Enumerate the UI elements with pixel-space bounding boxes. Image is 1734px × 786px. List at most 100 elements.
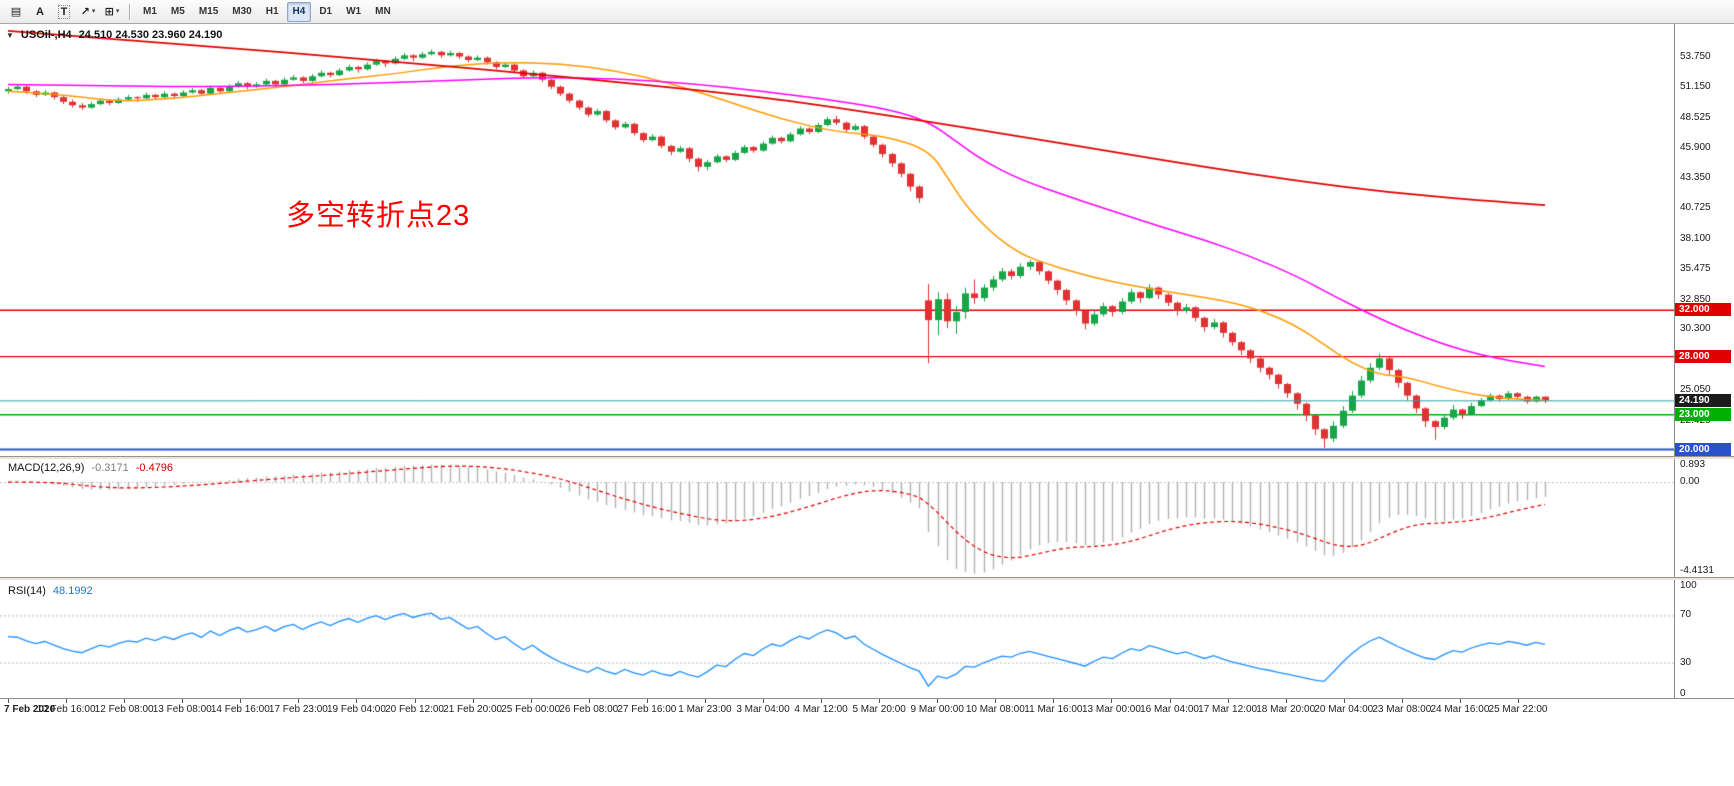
time-label: 16 Mar 04:00 (1140, 704, 1199, 715)
time-label: 19 Feb 04:00 (326, 704, 386, 715)
price-tick-label: 25.050 (1680, 384, 1711, 396)
time-tick (937, 699, 939, 703)
time-label: 17 Mar 12:00 (1198, 704, 1258, 715)
price-tick-label: 48.525 (1680, 111, 1711, 123)
price-tag-28.000: 28.000 (1675, 349, 1731, 363)
shapes-dropdown[interactable]: ⊞ ▾ (101, 1, 123, 21)
timeframe-mn-button[interactable]: MN (375, 6, 391, 18)
timeframe-m1-button[interactable]: M1 (143, 6, 157, 18)
symbol-info-line: ▼ USOil-,H4 24.510 24.530 23.960 24.190 (6, 29, 222, 41)
shapes-dropdown-glyph: ⊞ (104, 5, 114, 18)
time-tick (1169, 699, 1171, 703)
time-tick (472, 699, 474, 703)
rsi-axis-label: 100 (1680, 580, 1697, 591)
time-axis[interactable]: 7 Feb 2020 10 Feb 16:00 12 Feb 08:00 13 Feb… (0, 698, 1734, 716)
price-tag-23.000: 23.000 (1675, 407, 1731, 421)
timeframe-h4-button[interactable]: H4 (286, 1, 312, 22)
price-tag-24.190: 24.190 (1675, 393, 1731, 407)
chevron-down-icon[interactable]: ▼ (6, 30, 14, 40)
time-tick (8, 699, 9, 703)
panel-splitter-rsi[interactable] (0, 577, 1734, 580)
price-tick-label: 43.350 (1680, 171, 1711, 183)
time-tick (821, 699, 823, 703)
toolbar-left-tools: ▤ A T ↗ ▾ ⊞ ▾ (4, 1, 124, 22)
price-tag-20.000: 20.000 (1675, 442, 1731, 456)
time-tick (704, 699, 706, 703)
price-tick-label: 35.475 (1680, 263, 1711, 275)
ohlc-values: 24.510 24.530 23.960 24.190 (78, 29, 223, 41)
main-chart-canvas[interactable] (0, 24, 1674, 456)
text-box-tool[interactable]: T (53, 2, 75, 22)
time-tick (646, 699, 648, 703)
text-label-tool[interactable]: A (29, 2, 51, 22)
price-tick-label: 53.750 (1680, 51, 1711, 63)
price-tick-label: 30.300 (1680, 323, 1711, 335)
price-tick-label: 38.100 (1680, 232, 1711, 244)
macd-axis-label: 0.00 (1680, 476, 1700, 488)
timeframe-h1-button[interactable]: H1 (265, 6, 279, 18)
charts-grid-icon[interactable]: ▤ (5, 1, 27, 21)
panel-splitter-macd[interactable] (0, 456, 1734, 459)
timeframe-w1-button[interactable]: W1 (346, 6, 362, 18)
macd-axis-label: -4.4131 (1680, 565, 1714, 576)
timeframe-m15-button[interactable]: M15 (198, 6, 219, 18)
time-label: 27 Feb 16:00 (617, 704, 677, 715)
time-label: 7 Feb 2020 (4, 704, 56, 715)
time-label: 17 Feb 23:00 (268, 704, 328, 715)
timeframe-m5-button[interactable]: M5 (170, 6, 185, 18)
rsi-label-line: RSI(14) 48.1992 (8, 585, 93, 597)
time-tick (66, 699, 68, 703)
timeframe-d1-button[interactable]: D1 (319, 6, 333, 18)
macd-panel-canvas[interactable] (0, 459, 1674, 577)
time-label: 5 Mar 20:00 (852, 704, 906, 715)
timeframe-m30-button[interactable]: M30 (232, 6, 252, 18)
time-label: 12 Feb 08:00 (94, 704, 154, 715)
macd-signal-value: -0.4796 (135, 462, 174, 474)
arrow-objects-dropdown[interactable]: ↗ ▾ (77, 1, 99, 21)
time-label: 20 Feb 12:00 (385, 704, 444, 715)
price-tick-label: 45.900 (1680, 142, 1711, 154)
time-label: 10 Feb 16:00 (36, 704, 96, 715)
price-tick-label: 32.850 (1680, 293, 1711, 305)
toolbar: ▤ A T ↗ ▾ ⊞ ▾ M1 M5 M15 M30 H1 H4 D1 W1 MN (0, 0, 1734, 24)
text-label-tool-glyph: A (36, 5, 44, 18)
time-label: 3 Mar 04:00 (736, 704, 790, 715)
time-tick (356, 699, 358, 703)
time-tick (1053, 699, 1055, 703)
time-tick (588, 699, 590, 703)
chevron-down-icon: ▾ (115, 8, 120, 16)
time-tick (240, 699, 242, 703)
time-tick (995, 699, 997, 703)
time-tick (1459, 699, 1461, 703)
macd-main-value: -0.3171 (91, 462, 129, 474)
time-tick (414, 699, 416, 703)
time-tick (124, 699, 126, 703)
rsi-name: RSI(14) (8, 585, 46, 597)
price-tick-label: 51.150 (1680, 81, 1711, 93)
time-tick (763, 699, 764, 703)
time-tick (879, 699, 881, 703)
time-tick (182, 699, 184, 703)
chart-annotation-text[interactable]: 多空转折点23 (286, 200, 471, 232)
rsi-panel-canvas[interactable] (0, 580, 1674, 698)
time-tick (1111, 699, 1113, 703)
time-label: 10 Mar 08:00 (965, 704, 1025, 715)
rsi-value: 48.1992 (52, 585, 93, 597)
arrow-objects-dropdown-glyph: ↗ (80, 5, 90, 18)
chevron-down-icon: ▾ (91, 8, 96, 16)
time-tick (1518, 699, 1519, 703)
toolbar-separator (129, 3, 131, 20)
time-tick (1285, 699, 1287, 703)
macd-name: MACD(12,26,9) (8, 462, 85, 474)
time-label: 9 Mar 00:00 (910, 704, 964, 715)
time-tick (1401, 699, 1403, 703)
text-box-tool-glyph: T (57, 4, 71, 19)
time-label: 25 Feb 00:00 (501, 704, 561, 715)
time-label: 18 Mar 20:00 (1256, 704, 1316, 715)
symbol-label: USOil-,H4 (20, 29, 72, 41)
price-axis[interactable] (1674, 24, 1734, 716)
rsi-axis-label: 70 (1680, 609, 1692, 621)
time-label: 26 Feb 08:00 (559, 704, 619, 715)
time-label: 23 Mar 08:00 (1372, 704, 1432, 715)
rsi-axis-label: 0 (1680, 688, 1686, 699)
